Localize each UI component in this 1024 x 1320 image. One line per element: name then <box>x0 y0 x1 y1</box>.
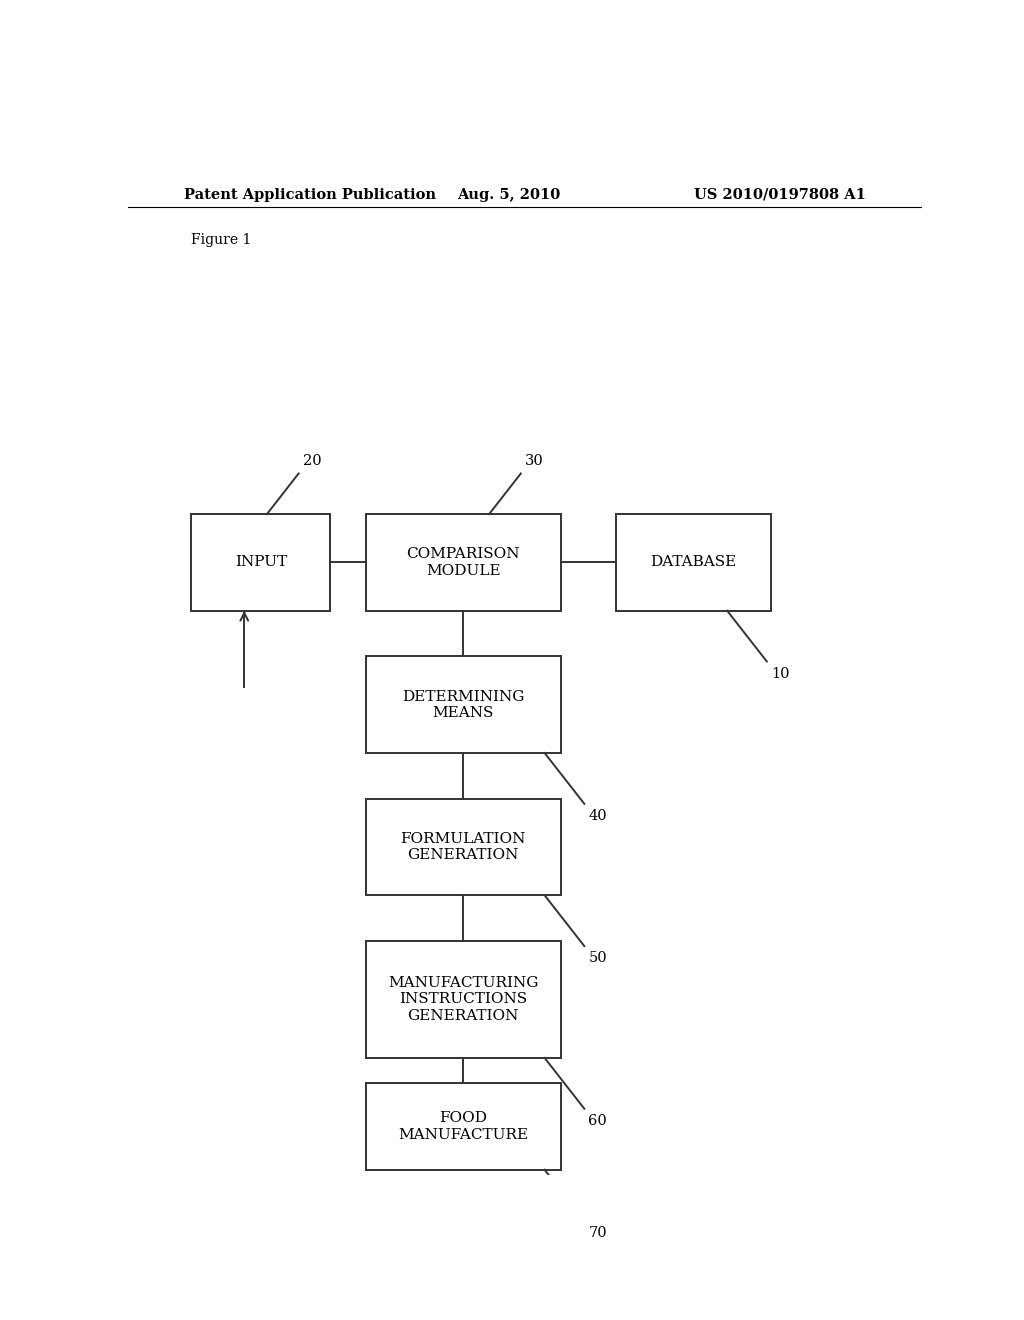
Text: FORMULATION
GENERATION: FORMULATION GENERATION <box>400 832 526 862</box>
Bar <box>367 656 560 752</box>
Text: MANUFACTURING
INSTRUCTIONS
GENERATION: MANUFACTURING INSTRUCTIONS GENERATION <box>388 977 539 1023</box>
Text: 40: 40 <box>588 809 607 822</box>
Text: US 2010/0197808 A1: US 2010/0197808 A1 <box>694 187 866 202</box>
Text: 20: 20 <box>303 454 322 469</box>
Text: Aug. 5, 2010: Aug. 5, 2010 <box>458 187 560 202</box>
Text: Patent Application Publication: Patent Application Publication <box>183 187 435 202</box>
Bar <box>367 1084 560 1170</box>
Text: 60: 60 <box>588 1114 607 1127</box>
Text: Figure 1: Figure 1 <box>191 232 252 247</box>
Bar <box>367 799 560 895</box>
Bar <box>616 515 771 611</box>
Text: DATABASE: DATABASE <box>650 556 736 569</box>
Bar <box>367 515 560 611</box>
Text: INPUT: INPUT <box>234 556 287 569</box>
Text: DETERMINING
MEANS: DETERMINING MEANS <box>402 689 524 719</box>
Text: 70: 70 <box>588 1225 607 1239</box>
Text: FOOD
MANUFACTURE: FOOD MANUFACTURE <box>398 1111 528 1142</box>
Text: COMPARISON
MODULE: COMPARISON MODULE <box>407 548 520 578</box>
Bar <box>367 941 560 1057</box>
Bar <box>191 515 331 611</box>
Text: 10: 10 <box>771 667 790 681</box>
Text: 50: 50 <box>588 952 607 965</box>
Text: 30: 30 <box>524 454 544 469</box>
